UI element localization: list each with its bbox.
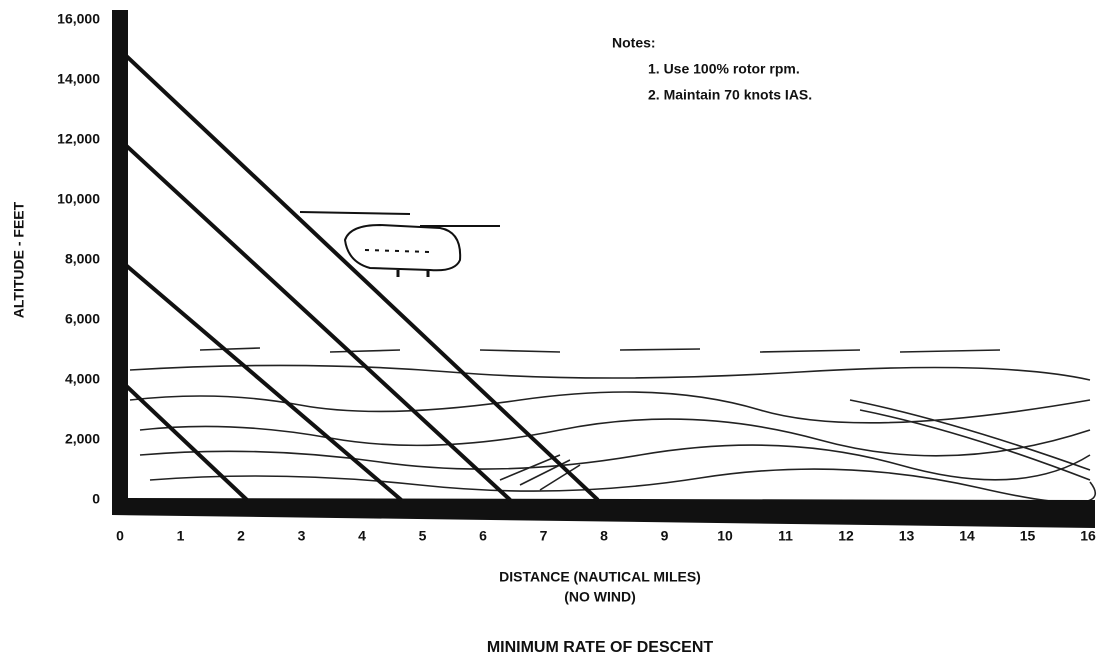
x-axis-note: (NO WIND) (564, 589, 636, 605)
y-tick-label: 0 (92, 491, 100, 507)
y-tick-label: 6,000 (65, 311, 100, 327)
note: 1. Use 100% rotor rpm. (648, 61, 800, 77)
x-tick-label: 0 (116, 528, 124, 544)
notes-title: Notes: (612, 35, 656, 51)
x-tick-label: 13 (899, 528, 915, 544)
x-tick-label: 11 (778, 528, 793, 544)
y-tick-label: 16,000 (57, 11, 100, 27)
note: 2. Maintain 70 knots IAS. (648, 87, 812, 103)
x-tick-label: 7 (540, 528, 548, 544)
descent-line (118, 138, 512, 502)
x-tick-label: 15 (1020, 528, 1036, 544)
y-tick-label: 14,000 (57, 71, 100, 87)
descent-line (118, 258, 403, 502)
x-tick-label: 9 (661, 528, 669, 544)
descent-line (118, 378, 249, 502)
x-tick-label: 12 (838, 528, 854, 544)
x-tick-label: 5 (419, 528, 427, 544)
x-tick-label: 6 (479, 528, 487, 544)
chart-title: MINIMUM RATE OF DESCENT (487, 639, 714, 656)
y-axis-label: ALTITUDE - FEET (11, 201, 27, 318)
x-axis-label: DISTANCE (NAUTICAL MILES) (499, 569, 701, 585)
x-tick-label: 2 (237, 528, 245, 544)
terrain-illustration (129, 347, 1097, 504)
y-tick-label: 10,000 (57, 191, 100, 207)
helicopter-illustration (299, 211, 500, 277)
x-tick-label: 3 (298, 528, 306, 544)
y-tick-label: 8,000 (65, 251, 100, 267)
y-tick-label: 4,000 (65, 371, 100, 387)
x-tick-label: 14 (959, 528, 975, 544)
y-tick-label: 12,000 (57, 131, 100, 147)
x-tick-label: 8 (600, 528, 608, 544)
x-tick-label: 10 (717, 528, 733, 544)
x-tick-label: 4 (358, 528, 366, 544)
x-tick-label: 1 (177, 528, 185, 544)
descent-line (118, 48, 600, 502)
y-tick-label: 2,000 (65, 431, 100, 447)
x-tick-label: 16 (1080, 528, 1096, 544)
